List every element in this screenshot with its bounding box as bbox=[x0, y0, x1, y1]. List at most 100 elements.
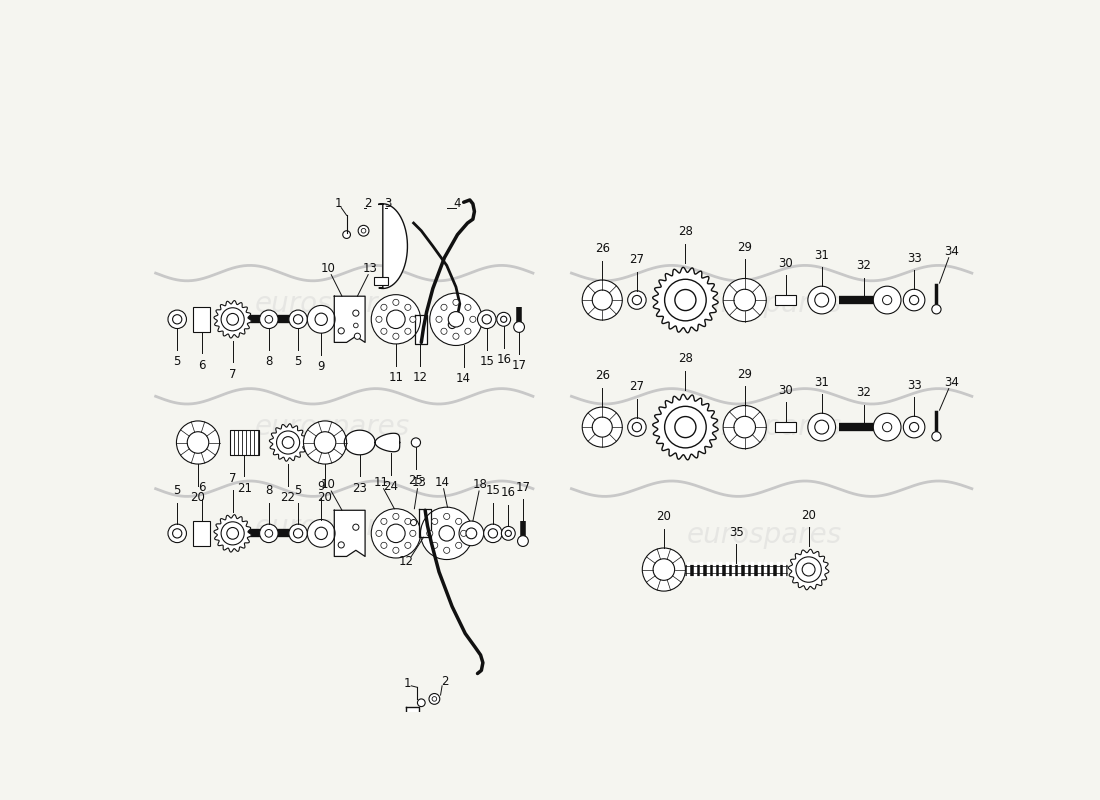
Circle shape bbox=[431, 518, 438, 525]
Text: 30: 30 bbox=[778, 257, 793, 270]
Circle shape bbox=[632, 422, 641, 432]
Circle shape bbox=[436, 316, 442, 322]
Text: eurospares: eurospares bbox=[255, 514, 410, 541]
Text: 29: 29 bbox=[737, 368, 752, 381]
Circle shape bbox=[505, 530, 512, 537]
Bar bbox=[774, 294, 796, 306]
Circle shape bbox=[453, 299, 459, 306]
Circle shape bbox=[307, 519, 336, 547]
Circle shape bbox=[221, 308, 244, 331]
Circle shape bbox=[449, 321, 456, 329]
Text: 3: 3 bbox=[385, 198, 392, 210]
Text: 2: 2 bbox=[441, 675, 448, 689]
Circle shape bbox=[642, 548, 685, 591]
Circle shape bbox=[477, 310, 496, 329]
Circle shape bbox=[459, 521, 484, 546]
Text: 27: 27 bbox=[629, 253, 645, 266]
Circle shape bbox=[807, 286, 836, 314]
Circle shape bbox=[628, 291, 646, 310]
Circle shape bbox=[582, 407, 623, 447]
Circle shape bbox=[723, 278, 767, 322]
Text: 14: 14 bbox=[434, 476, 450, 489]
Polygon shape bbox=[789, 550, 828, 590]
Text: 10: 10 bbox=[321, 262, 336, 275]
Circle shape bbox=[882, 422, 892, 432]
Polygon shape bbox=[406, 706, 460, 800]
Polygon shape bbox=[334, 296, 365, 342]
Text: 34: 34 bbox=[945, 245, 959, 258]
Text: 13: 13 bbox=[362, 262, 377, 275]
Circle shape bbox=[283, 437, 294, 448]
Circle shape bbox=[443, 547, 450, 554]
Text: 28: 28 bbox=[678, 353, 693, 366]
Text: 34: 34 bbox=[945, 376, 959, 389]
Circle shape bbox=[405, 518, 411, 525]
Circle shape bbox=[410, 519, 417, 526]
Circle shape bbox=[903, 290, 925, 311]
Text: 18: 18 bbox=[473, 478, 488, 491]
Circle shape bbox=[276, 431, 299, 454]
Circle shape bbox=[420, 507, 473, 559]
Text: 22: 22 bbox=[280, 491, 296, 504]
Circle shape bbox=[664, 406, 706, 448]
Text: 8: 8 bbox=[265, 355, 273, 369]
Polygon shape bbox=[375, 434, 399, 452]
Text: 12: 12 bbox=[399, 555, 415, 568]
Text: 2: 2 bbox=[364, 198, 371, 210]
Circle shape bbox=[304, 421, 346, 464]
Circle shape bbox=[734, 416, 756, 438]
Circle shape bbox=[353, 310, 359, 316]
Circle shape bbox=[628, 418, 646, 436]
Text: 33: 33 bbox=[906, 378, 922, 392]
Text: 8: 8 bbox=[265, 484, 273, 497]
Circle shape bbox=[315, 527, 328, 539]
Circle shape bbox=[361, 229, 366, 233]
Polygon shape bbox=[214, 514, 252, 552]
Text: 5: 5 bbox=[295, 484, 301, 497]
Text: 35: 35 bbox=[729, 526, 744, 538]
Circle shape bbox=[470, 316, 476, 322]
Text: 24: 24 bbox=[383, 480, 398, 494]
Circle shape bbox=[802, 563, 815, 576]
Circle shape bbox=[815, 420, 828, 434]
Circle shape bbox=[176, 421, 220, 464]
Circle shape bbox=[381, 542, 387, 549]
Circle shape bbox=[796, 557, 822, 582]
Text: 16: 16 bbox=[496, 353, 512, 366]
Text: eurospares: eurospares bbox=[686, 290, 842, 318]
Circle shape bbox=[441, 304, 447, 310]
Circle shape bbox=[488, 529, 497, 538]
Text: 7: 7 bbox=[229, 368, 236, 381]
Text: 20: 20 bbox=[657, 510, 671, 523]
Circle shape bbox=[359, 226, 369, 236]
Text: 25: 25 bbox=[408, 474, 424, 487]
Text: 11: 11 bbox=[374, 476, 388, 489]
Text: 20: 20 bbox=[801, 509, 816, 522]
Circle shape bbox=[387, 310, 405, 329]
Circle shape bbox=[431, 542, 438, 549]
Circle shape bbox=[173, 529, 182, 538]
Text: eurospares: eurospares bbox=[255, 413, 410, 441]
Circle shape bbox=[260, 524, 278, 542]
Circle shape bbox=[381, 518, 387, 525]
Bar bbox=[774, 422, 796, 433]
Circle shape bbox=[227, 527, 239, 539]
Bar bbox=[230, 430, 258, 455]
Circle shape bbox=[338, 328, 344, 334]
Circle shape bbox=[405, 304, 411, 310]
Circle shape bbox=[405, 542, 411, 549]
Text: 21: 21 bbox=[236, 482, 252, 494]
Circle shape bbox=[376, 530, 382, 537]
Text: 7: 7 bbox=[229, 472, 236, 485]
Circle shape bbox=[315, 313, 328, 326]
Text: 32: 32 bbox=[857, 259, 871, 272]
Circle shape bbox=[910, 295, 918, 305]
Circle shape bbox=[294, 529, 302, 538]
Circle shape bbox=[734, 290, 756, 311]
Polygon shape bbox=[652, 394, 718, 460]
Circle shape bbox=[168, 524, 187, 542]
Circle shape bbox=[315, 432, 336, 454]
Text: 5: 5 bbox=[174, 355, 180, 369]
Circle shape bbox=[393, 333, 399, 339]
Circle shape bbox=[903, 416, 925, 438]
